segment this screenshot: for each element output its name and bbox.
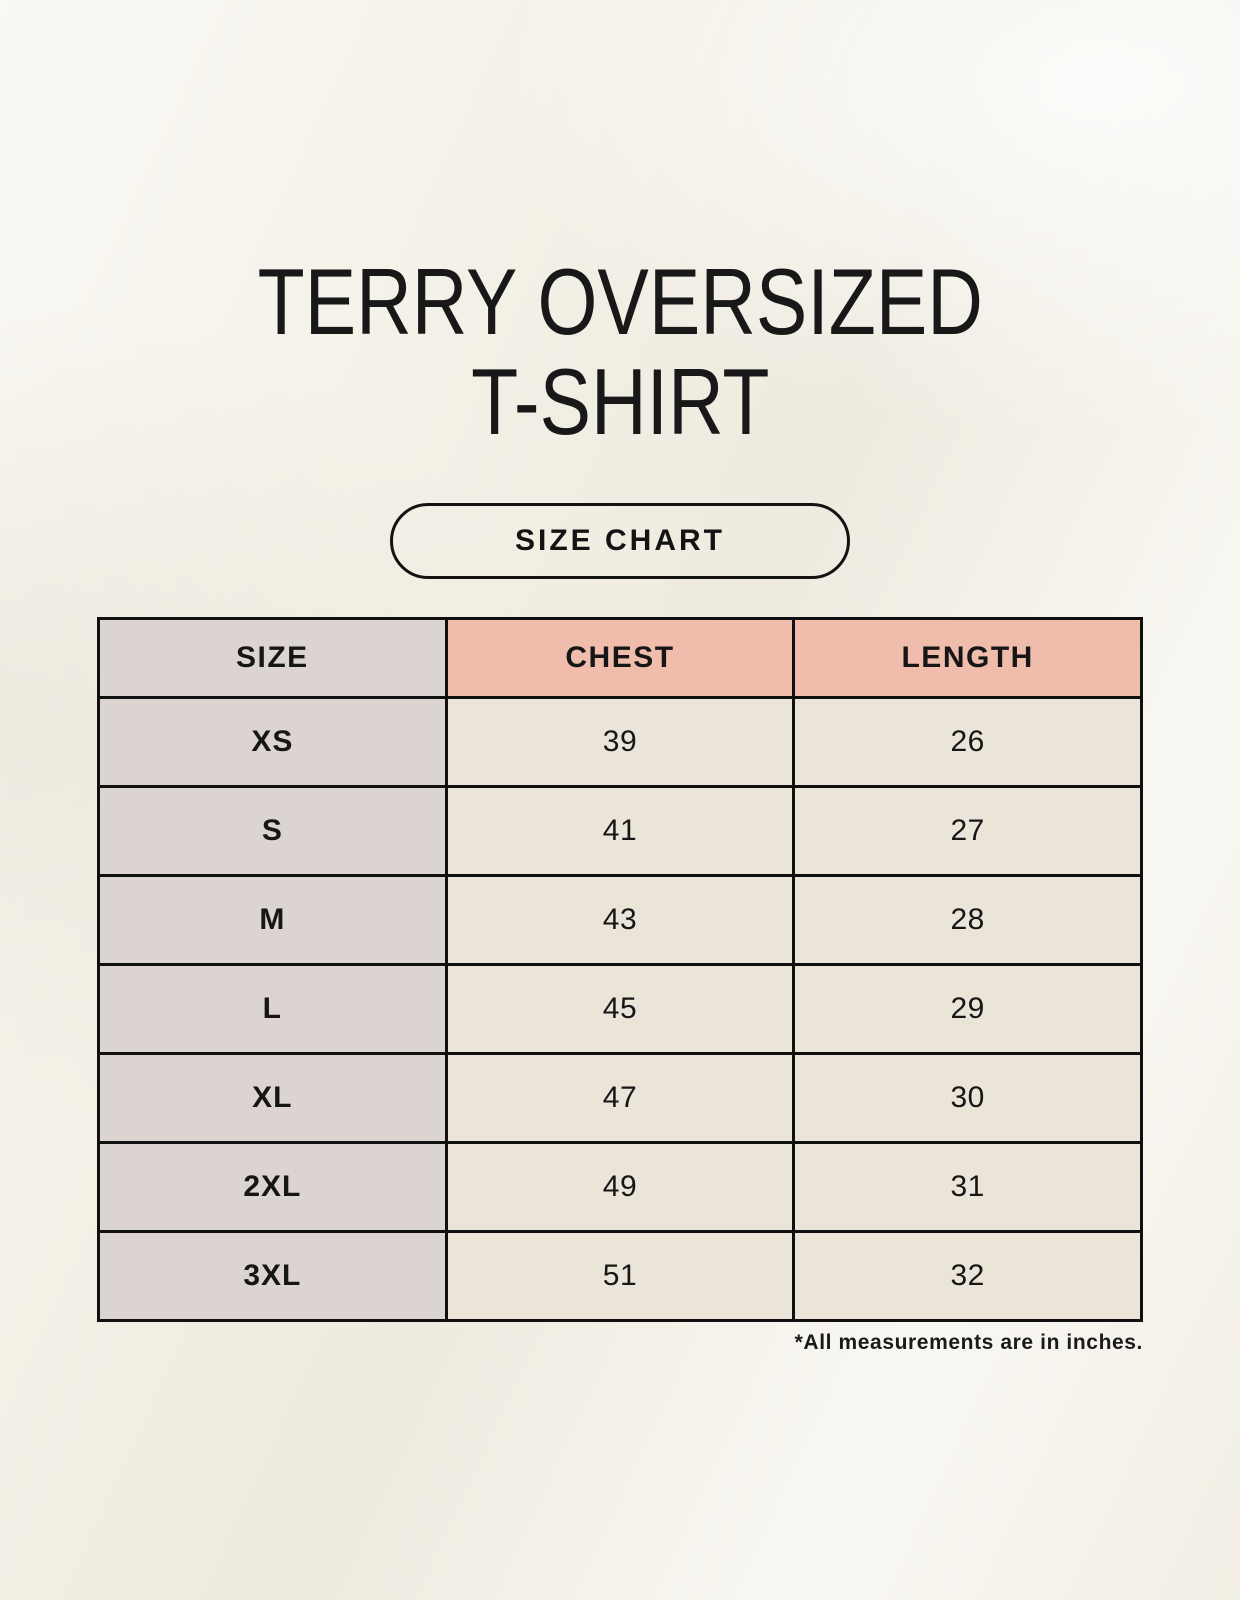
chest-value-cell: 49 [444, 1141, 796, 1234]
length-value-cell: 29 [792, 963, 1143, 1056]
size-chart-table-header: SIZE CHEST LENGTH [97, 617, 1143, 700]
size-label-cell: L [97, 963, 448, 1056]
length-value-cell: 27 [792, 785, 1143, 878]
size-label-cell: S [97, 785, 448, 878]
chest-value-cell: 39 [444, 696, 796, 789]
size-chart-button[interactable]: SIZE CHART [390, 503, 850, 580]
chest-value-cell: 45 [444, 963, 796, 1056]
length-value-cell: 26 [792, 696, 1143, 789]
table-row-xs: XS 39 26 [97, 696, 1143, 789]
size-chart-table: SIZE CHEST LENGTH XS 39 26 S 41 27 M 43 … [97, 617, 1143, 1323]
table-row-3xl: 3XL 51 32 [97, 1230, 1143, 1323]
length-value-cell: 31 [792, 1141, 1143, 1234]
header-row: SIZE CHEST LENGTH [97, 617, 1143, 700]
size-chart-table-body: XS 39 26 S 41 27 M 43 28 L 45 29 XL 47 [97, 696, 1143, 1323]
size-label-cell: XS [97, 696, 448, 789]
table-row-2xl: 2XL 49 31 [97, 1141, 1143, 1234]
chest-value-cell: 47 [444, 1052, 796, 1145]
length-value-cell: 30 [792, 1052, 1143, 1145]
measurements-footnote: *All measurements are in inches. [794, 1331, 1143, 1355]
size-label-cell: XL [97, 1052, 448, 1145]
column-header-length: LENGTH [792, 617, 1143, 700]
column-header-size: SIZE [97, 617, 448, 700]
size-label-cell: 2XL [97, 1141, 448, 1234]
table-row-l: L 45 29 [97, 963, 1143, 1056]
column-header-chest: CHEST [444, 617, 796, 700]
chest-value-cell: 41 [444, 785, 796, 878]
size-label-cell: M [97, 874, 448, 967]
product-title-line1: TERRY OVERSIZED [257, 249, 983, 354]
chest-value-cell: 43 [444, 874, 796, 967]
size-label-cell: 3XL [97, 1230, 448, 1323]
table-row-xl: XL 47 30 [97, 1052, 1143, 1145]
length-value-cell: 32 [792, 1230, 1143, 1323]
length-value-cell: 28 [792, 874, 1143, 967]
table-row-s: S 41 27 [97, 785, 1143, 878]
product-title-line2: T-SHIRT [470, 348, 770, 454]
table-row-m: M 43 28 [97, 874, 1143, 967]
chest-value-cell: 51 [444, 1230, 796, 1323]
product-title: TERRY OVERSIZED T-SHIRT [257, 252, 982, 451]
